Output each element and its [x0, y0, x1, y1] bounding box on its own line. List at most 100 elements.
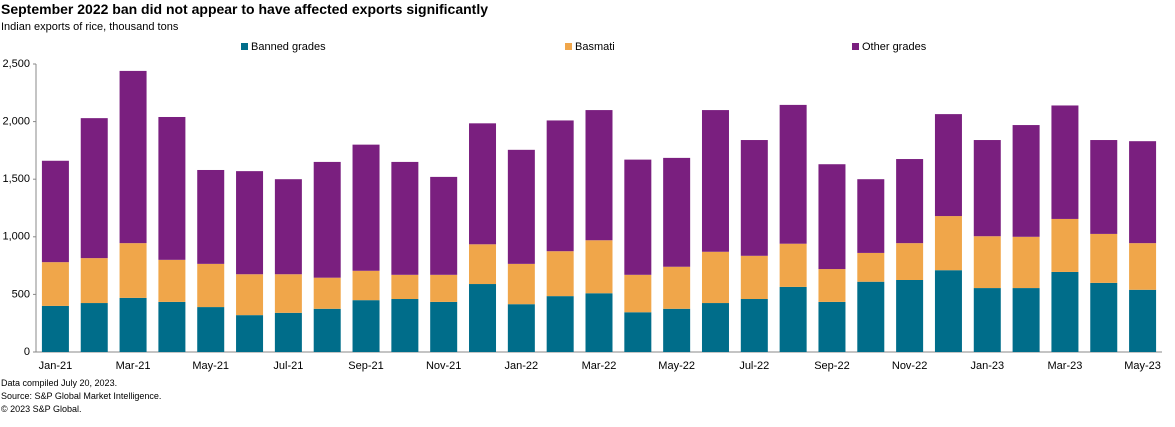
y-tick-label: 1,000	[2, 231, 30, 243]
bar-segment	[818, 164, 846, 270]
bar-segment	[430, 274, 458, 302]
bar-segment	[779, 104, 807, 244]
bar-segment	[80, 258, 108, 304]
bar-segment	[740, 255, 768, 300]
legend-swatch	[241, 43, 248, 50]
x-tick-label: Mar-21	[116, 360, 151, 372]
bar-segment	[469, 244, 497, 285]
bar-segment	[546, 120, 574, 252]
bar-segment	[236, 171, 264, 275]
bar-segment	[158, 259, 186, 302]
bar-segment	[197, 263, 225, 308]
bar-segment	[469, 123, 497, 245]
bar-segment	[313, 308, 341, 352]
bar-segment	[352, 144, 380, 271]
x-tick-label: Mar-22	[582, 360, 617, 372]
x-tick-label: Mar-23	[1048, 360, 1083, 372]
bar-segment	[1090, 282, 1118, 352]
bar-segment	[313, 161, 341, 278]
bar-segment	[585, 110, 613, 241]
bar-segment	[507, 304, 535, 352]
x-tick-label: Jan-22	[505, 360, 539, 372]
bar-segment	[818, 301, 846, 352]
bar-segment	[274, 179, 302, 275]
bar-segment	[1051, 105, 1079, 219]
x-tick-label: Sep-22	[814, 360, 849, 372]
bar-segment	[1051, 271, 1079, 352]
chart-subtitle: Indian exports of rice, thousand tons	[1, 21, 179, 33]
x-tick-label: Jan-21	[39, 360, 73, 372]
bar-segment	[1129, 141, 1157, 244]
bar-segment	[1012, 125, 1040, 237]
bar-segment	[663, 308, 691, 352]
bar-segment	[313, 277, 341, 309]
y-tick-label: 1,500	[2, 173, 30, 185]
y-tick-label: 500	[12, 288, 30, 300]
bar-segment	[469, 284, 497, 352]
legend-label: Other grades	[862, 41, 927, 53]
bar-segment	[934, 216, 962, 271]
y-tick-label: 2,000	[2, 116, 30, 128]
bar-segment	[701, 251, 729, 304]
bar-segment	[352, 300, 380, 352]
bar-segment	[701, 110, 729, 252]
bar-segment	[1012, 288, 1040, 352]
bar-segment	[41, 160, 69, 263]
footnote: Data compiled July 20, 2023.	[1, 378, 117, 388]
bar-segment	[352, 270, 380, 301]
bar-segment	[41, 305, 69, 352]
bar-segment	[1090, 233, 1118, 283]
legend-swatch	[565, 43, 572, 50]
bar-segment	[546, 296, 574, 352]
bar-segment	[585, 293, 613, 352]
x-tick-label: Nov-21	[426, 360, 461, 372]
bar-segment	[80, 118, 108, 259]
bar-segment	[80, 303, 108, 352]
x-tick-label: Jul-21	[273, 360, 303, 372]
bar-segment	[896, 280, 924, 352]
bar-segment	[779, 243, 807, 287]
bar-segment	[274, 274, 302, 313]
bar-segment	[740, 140, 768, 256]
bar-segment	[1012, 236, 1040, 289]
bar-segment	[197, 169, 225, 264]
footnote: © 2023 S&P Global.	[1, 404, 82, 414]
legend-swatch	[852, 43, 859, 50]
bar-segment	[663, 157, 691, 267]
bar-segment	[934, 270, 962, 352]
bar-segment	[624, 312, 652, 352]
bar-segment	[857, 252, 885, 282]
x-tick-label: May-23	[1124, 360, 1161, 372]
bar-segment	[973, 140, 1001, 237]
bar-segment	[701, 303, 729, 352]
bar-segment	[546, 251, 574, 297]
bar-segment	[507, 263, 535, 305]
bar-segment	[857, 179, 885, 253]
bar-segment	[41, 262, 69, 306]
bar-segment	[857, 281, 885, 352]
bar-segment	[197, 307, 225, 352]
footnote: Source: S&P Global Market Intelligence.	[1, 391, 161, 401]
bar-segment	[391, 274, 419, 300]
x-tick-label: May-21	[192, 360, 229, 372]
bar-segment	[779, 286, 807, 352]
bar-segment	[934, 114, 962, 217]
bar-segment	[391, 299, 419, 352]
bar-segment	[158, 301, 186, 352]
bar-segment	[896, 243, 924, 280]
bar-segment	[430, 301, 458, 352]
bar-segment	[663, 266, 691, 309]
bar-segment	[1051, 218, 1079, 272]
bar-segment	[158, 116, 186, 260]
bar-segment	[585, 240, 613, 294]
x-tick-label: Jan-23	[970, 360, 1004, 372]
bar-segment	[430, 176, 458, 275]
bar-segment	[119, 243, 147, 298]
bar-segment	[236, 274, 264, 316]
bar-segment	[624, 159, 652, 275]
bar-segment	[119, 70, 147, 244]
y-tick-label: 0	[24, 346, 30, 358]
x-tick-label: May-22	[658, 360, 695, 372]
bar-segment	[274, 312, 302, 352]
